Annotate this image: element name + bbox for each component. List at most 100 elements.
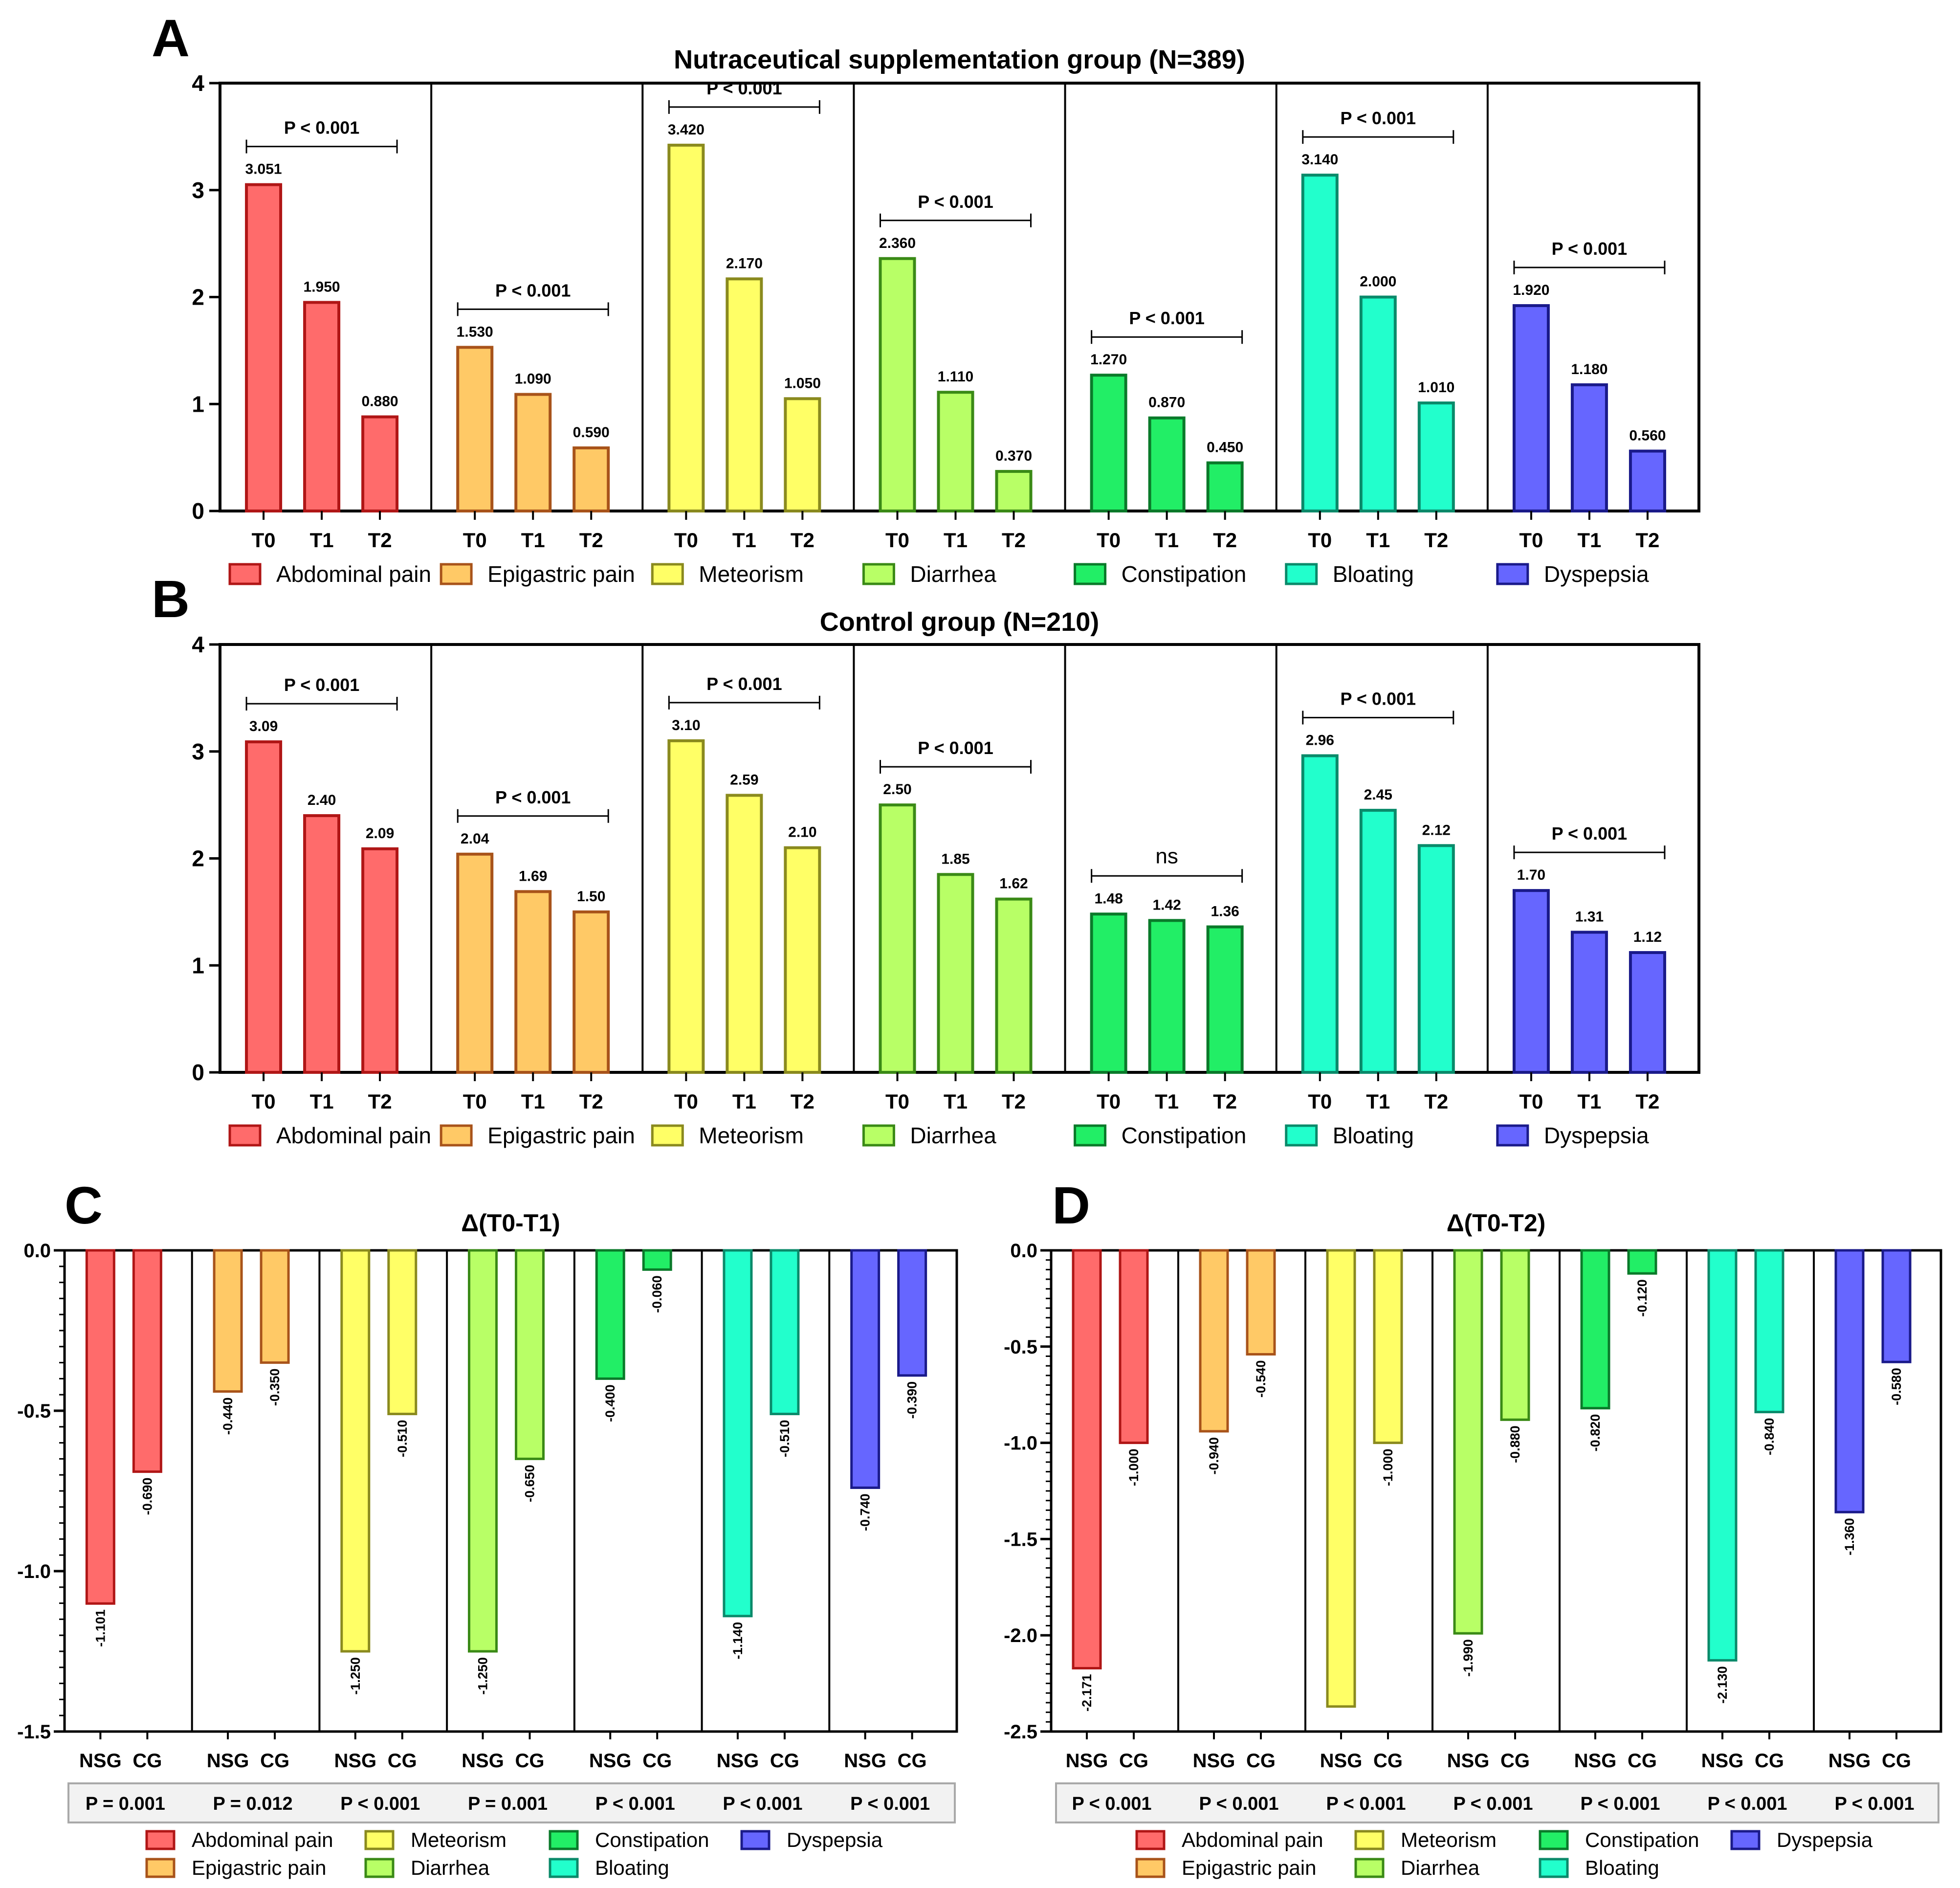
data-label: 1.270 — [1090, 352, 1127, 368]
bar — [784, 397, 821, 512]
legend-label: Dyspepsia — [1777, 1828, 1873, 1851]
x-tick-label: CG — [132, 1750, 162, 1772]
x-tick-label: NSG — [1320, 1750, 1363, 1772]
data-label: 1.69 — [519, 868, 547, 884]
data-label: 1.50 — [577, 888, 605, 905]
data-label: -2.130 — [1715, 1666, 1730, 1704]
data-label: 0.870 — [1148, 395, 1185, 411]
x-tick-label: T2 — [579, 1090, 603, 1113]
x-tick-label: CG — [1373, 1750, 1403, 1772]
bar — [213, 1249, 243, 1393]
y-tick-label: 3 — [192, 178, 204, 203]
bar — [726, 794, 763, 1074]
legend-swatch — [1074, 563, 1107, 585]
y-tick-label: -1.0 — [17, 1561, 51, 1582]
y-tick-label: 2 — [192, 285, 204, 310]
x-tick-label: T0 — [1097, 529, 1121, 552]
panel-c: C Δ(T0-T1) 0.0 -0.5 -1.0 -1.5 -1.101 NSG -0.690 C… — [17, 1176, 958, 1879]
bar — [995, 897, 1033, 1074]
legend-label: Epigastric pain — [1182, 1856, 1316, 1879]
legend-label: Bloating — [1333, 561, 1414, 587]
bar — [260, 1249, 290, 1364]
pvalue-label: P < 0.001 — [723, 1794, 802, 1814]
y-tick-label: -0.5 — [17, 1400, 51, 1422]
y-tick-label: 1 — [192, 391, 204, 417]
data-label: 1.950 — [304, 279, 340, 295]
legend-swatch — [651, 1124, 684, 1147]
legend-swatch — [145, 1858, 176, 1878]
x-tick-label: T0 — [1097, 1090, 1121, 1113]
data-label: -1.250 — [348, 1657, 363, 1695]
x-tick-label: T1 — [521, 1090, 545, 1113]
x-tick-label: T0 — [1519, 529, 1543, 552]
bar — [132, 1249, 162, 1473]
legend-swatch — [1074, 1124, 1107, 1147]
x-tick-label: CG — [1755, 1750, 1784, 1772]
legend-swatch — [1496, 563, 1529, 585]
x-tick-label: CG — [1882, 1750, 1911, 1772]
bar — [1417, 844, 1455, 1074]
x-tick-label: T1 — [1577, 529, 1601, 552]
significance-label: P < 0.001 — [284, 675, 359, 695]
bar — [1090, 912, 1127, 1074]
data-label: 0.450 — [1207, 440, 1243, 456]
data-label: 1.31 — [1575, 909, 1604, 925]
significance-label: P < 0.001 — [1341, 689, 1416, 709]
x-tick-label: T0 — [1308, 529, 1332, 552]
legend-label: Epigastric pain — [487, 1123, 635, 1148]
legend-swatch — [651, 563, 684, 585]
pvalue-label: P = 0.001 — [86, 1794, 165, 1814]
bar — [303, 301, 341, 512]
x-tick-label: T2 — [579, 529, 603, 552]
y-tick-label: -2.5 — [1004, 1721, 1037, 1743]
data-label: -0.940 — [1207, 1437, 1221, 1475]
legend-label: Abdominal pain — [276, 561, 431, 587]
data-label: 0.590 — [573, 424, 610, 441]
data-label: 2.45 — [1364, 787, 1392, 803]
pvalue-label: P = 0.001 — [468, 1794, 548, 1814]
legend-swatch — [1730, 1830, 1761, 1850]
bar — [879, 803, 916, 1074]
legend-swatch — [862, 563, 895, 585]
bar — [340, 1249, 371, 1653]
x-tick-label: T2 — [368, 529, 392, 552]
data-label: -0.060 — [650, 1275, 664, 1313]
y-tick-label: 3 — [192, 739, 204, 764]
x-tick-label: CG — [1500, 1750, 1530, 1772]
bar — [1246, 1249, 1276, 1356]
x-tick-label: CG — [1119, 1750, 1148, 1772]
bar — [1627, 1249, 1657, 1275]
data-label: -0.540 — [1254, 1360, 1268, 1398]
legend-label: Meteorism — [411, 1828, 507, 1851]
data-label: 0.560 — [1629, 428, 1666, 444]
legend-swatch — [1285, 1124, 1318, 1147]
data-label: 3.140 — [1301, 152, 1338, 168]
bar — [1359, 295, 1397, 512]
x-tick-label: NSG — [1574, 1750, 1617, 1772]
x-tick-label: T1 — [1366, 1090, 1390, 1113]
bar — [361, 415, 399, 512]
bar — [468, 1249, 498, 1653]
bar — [1570, 931, 1608, 1074]
x-tick-label: T0 — [674, 529, 698, 552]
x-tick-label: NSG — [1447, 1750, 1490, 1772]
x-tick-label: CG — [515, 1750, 545, 1772]
significance-label: P < 0.001 — [1552, 239, 1627, 259]
data-label: 2.10 — [788, 824, 816, 841]
significance-label: P < 0.001 — [495, 280, 571, 300]
x-tick-label: T0 — [885, 1090, 909, 1113]
bar — [514, 393, 552, 512]
x-tick-label: NSG — [844, 1750, 886, 1772]
x-tick-label: T2 — [1424, 529, 1448, 552]
bar — [1512, 304, 1550, 512]
data-label: -1.000 — [1381, 1449, 1395, 1487]
x-tick-label: NSG — [717, 1750, 759, 1772]
significance-label: P < 0.001 — [918, 738, 993, 758]
bar — [642, 1249, 672, 1271]
x-tick-label: T2 — [1635, 1090, 1659, 1113]
data-label: 2.09 — [366, 825, 394, 842]
legend-label: Diarrhea — [910, 1123, 996, 1148]
x-tick-label: CG — [642, 1750, 672, 1772]
legend-swatch — [1539, 1858, 1569, 1878]
